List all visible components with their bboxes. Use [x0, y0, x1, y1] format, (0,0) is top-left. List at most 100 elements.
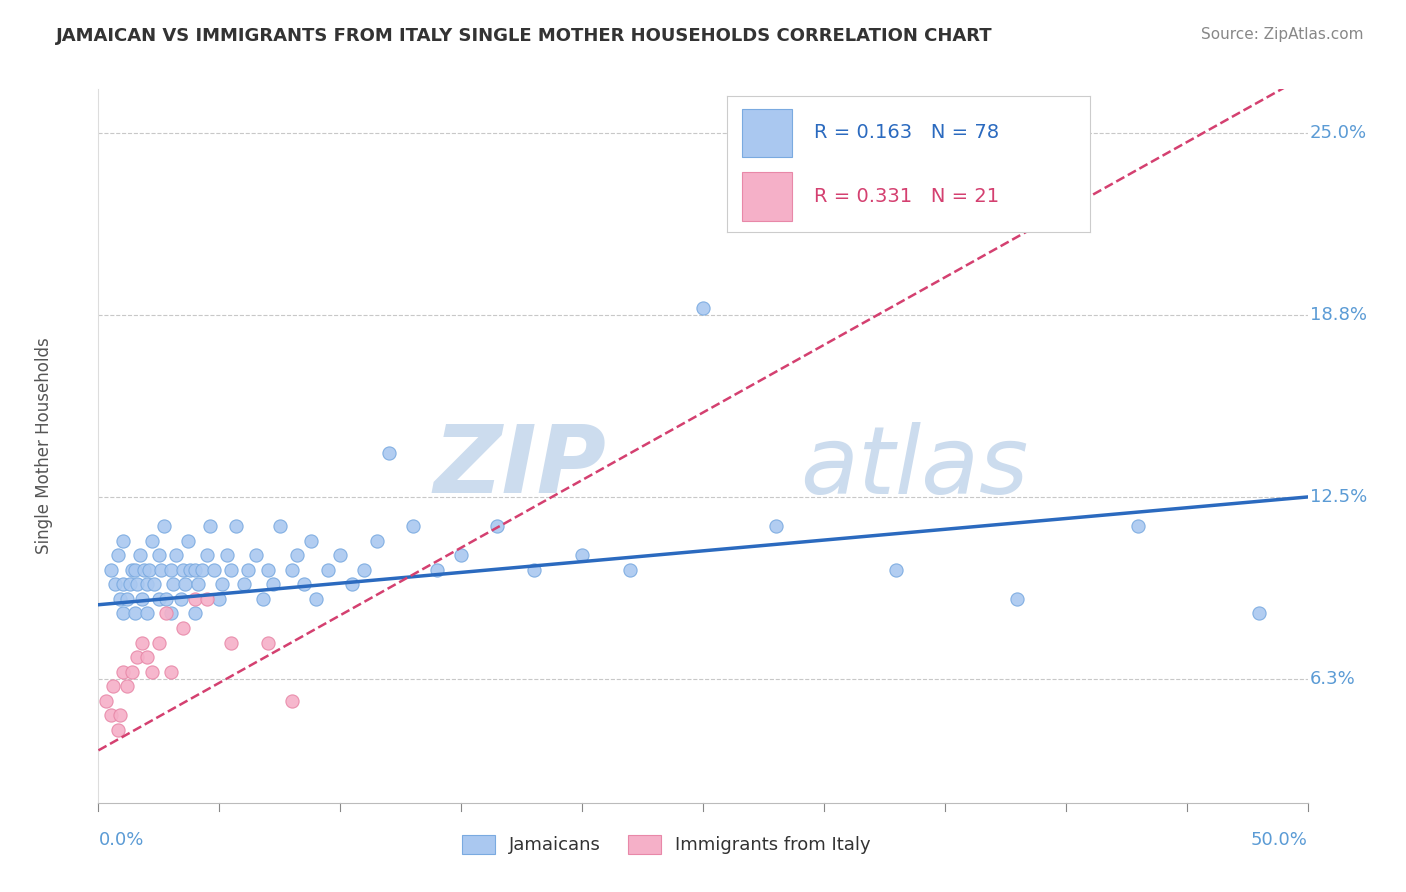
- Point: [134, 563, 156, 577]
- Point: [292, 577, 315, 591]
- Point: [221, 563, 243, 577]
- Point: [252, 591, 274, 606]
- Point: [107, 723, 129, 737]
- Text: R = 0.163   N = 78: R = 0.163 N = 78: [814, 123, 1000, 143]
- Point: [225, 519, 247, 533]
- Point: [128, 548, 150, 562]
- Point: [141, 665, 163, 679]
- Point: [135, 650, 157, 665]
- Point: [523, 563, 546, 577]
- Text: Single Mother Households: Single Mother Households: [35, 338, 53, 554]
- Point: [187, 577, 209, 591]
- Point: [342, 577, 364, 591]
- Point: [195, 591, 218, 606]
- Point: [377, 446, 399, 460]
- Point: [285, 548, 308, 562]
- Point: [692, 301, 714, 315]
- Text: 25.0%: 25.0%: [1310, 124, 1367, 142]
- Point: [426, 563, 449, 577]
- Point: [765, 519, 787, 533]
- Point: [108, 708, 131, 723]
- Point: [281, 694, 304, 708]
- Point: [177, 533, 200, 548]
- Point: [127, 577, 149, 591]
- Point: [245, 548, 267, 562]
- Point: [100, 708, 122, 723]
- Point: [124, 607, 146, 621]
- Point: [131, 635, 153, 649]
- Point: [232, 577, 254, 591]
- Point: [160, 563, 183, 577]
- Point: [571, 548, 593, 562]
- Point: [486, 519, 509, 533]
- Point: [155, 591, 177, 606]
- Point: [155, 607, 177, 621]
- Text: R = 0.331   N = 21: R = 0.331 N = 21: [814, 187, 1000, 206]
- Text: JAMAICAN VS IMMIGRANTS FROM ITALY SINGLE MOTHER HOUSEHOLDS CORRELATION CHART: JAMAICAN VS IMMIGRANTS FROM ITALY SINGLE…: [56, 27, 993, 45]
- Point: [118, 577, 141, 591]
- Text: ZIP: ZIP: [433, 421, 606, 514]
- Text: 50.0%: 50.0%: [1251, 831, 1308, 849]
- Point: [1007, 591, 1029, 606]
- Point: [238, 563, 260, 577]
- Point: [117, 591, 139, 606]
- Point: [107, 548, 129, 562]
- Point: [169, 591, 191, 606]
- Point: [94, 694, 117, 708]
- Point: [299, 533, 322, 548]
- Point: [179, 563, 201, 577]
- Point: [135, 577, 157, 591]
- Point: [111, 607, 134, 621]
- Point: [121, 563, 143, 577]
- Point: [353, 563, 375, 577]
- Point: [316, 563, 339, 577]
- Point: [165, 548, 187, 562]
- Point: [108, 591, 131, 606]
- Point: [101, 679, 124, 693]
- Point: [208, 591, 231, 606]
- Point: [152, 519, 174, 533]
- Point: [184, 591, 207, 606]
- Point: [281, 563, 304, 577]
- Point: [221, 635, 243, 649]
- Legend: Jamaicans, Immigrants from Italy: Jamaicans, Immigrants from Italy: [456, 828, 879, 862]
- Point: [138, 563, 160, 577]
- Point: [256, 563, 278, 577]
- Point: [162, 577, 184, 591]
- Point: [172, 621, 194, 635]
- Bar: [742, 109, 793, 157]
- Point: [150, 563, 173, 577]
- Point: [111, 577, 134, 591]
- Point: [215, 548, 238, 562]
- Point: [211, 577, 233, 591]
- Point: [141, 533, 163, 548]
- Point: [305, 591, 328, 606]
- Point: [262, 577, 284, 591]
- Point: [104, 577, 127, 591]
- Point: [204, 563, 226, 577]
- Text: Source: ZipAtlas.com: Source: ZipAtlas.com: [1201, 27, 1364, 42]
- Point: [195, 548, 218, 562]
- Point: [148, 591, 170, 606]
- Point: [184, 607, 207, 621]
- Point: [886, 563, 908, 577]
- Point: [366, 533, 388, 548]
- Point: [172, 563, 194, 577]
- Text: 12.5%: 12.5%: [1310, 488, 1367, 506]
- Point: [111, 665, 134, 679]
- Point: [160, 665, 183, 679]
- Point: [100, 563, 122, 577]
- Point: [121, 665, 143, 679]
- Point: [402, 519, 425, 533]
- Point: [111, 533, 134, 548]
- Point: [329, 548, 352, 562]
- Point: [198, 519, 221, 533]
- Text: 0.0%: 0.0%: [98, 831, 143, 849]
- Point: [124, 563, 146, 577]
- Bar: [742, 172, 793, 221]
- Point: [174, 577, 197, 591]
- Point: [269, 519, 291, 533]
- Point: [191, 563, 214, 577]
- Point: [117, 679, 139, 693]
- Point: [1249, 607, 1271, 621]
